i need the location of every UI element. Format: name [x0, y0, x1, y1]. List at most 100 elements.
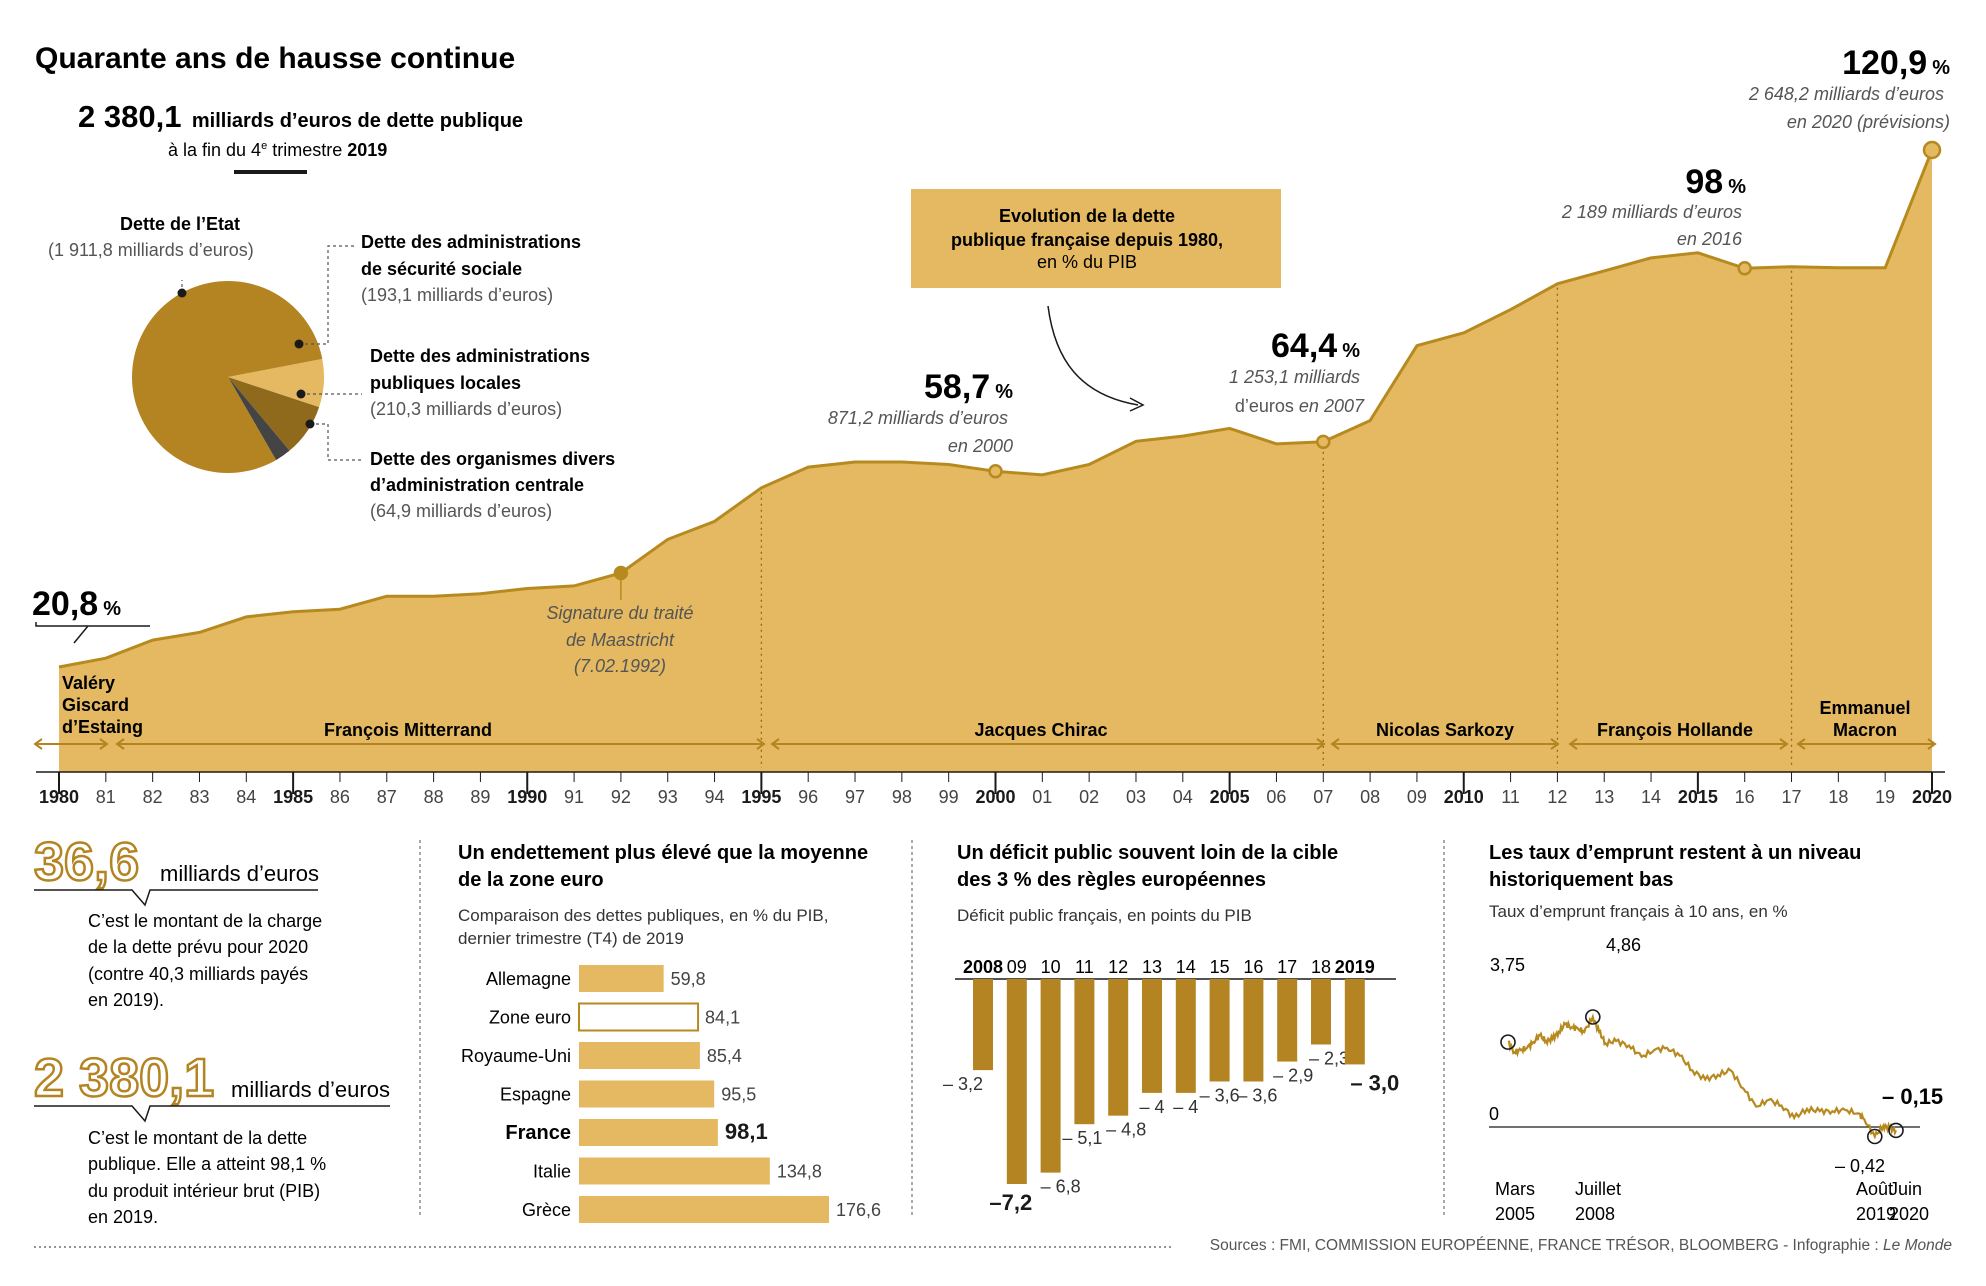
x-tick-label: 82	[143, 787, 163, 807]
fact-debt: 2 380,1 milliards d’euros C’est le monta…	[33, 1047, 390, 1227]
rates-start-marker	[1500, 1034, 1516, 1050]
svg-text:Evolution de la dette: Evolution de la dette	[999, 206, 1175, 226]
pie-slice-state	[132, 281, 323, 474]
svg-text:C’est le montant de la charge: C’est le montant de la charge	[88, 911, 322, 931]
bar-category-label: Royaume-Uni	[461, 1046, 571, 1066]
deficit-year-label: 2019	[1335, 957, 1375, 977]
total-debt-text: milliards d’euros de dette publique	[192, 110, 523, 132]
deficit-bar	[1040, 979, 1061, 1173]
rates-line	[1507, 1013, 1897, 1140]
deficit-value-label: – 3,0	[1350, 1070, 1399, 1095]
x-tick-label: 83	[189, 787, 209, 807]
deficit-year-label: 16	[1243, 957, 1263, 977]
pie-slice-local	[228, 377, 320, 451]
area-chart-title: Evolution de la dette publique française…	[951, 206, 1223, 272]
bar-allemagne	[579, 965, 664, 992]
x-tick-label: 2015	[1678, 787, 1718, 807]
deficit-year-label: 17	[1277, 957, 1297, 977]
debt-area-chart: 1980 81 82 83 84 1985 86 87 88 89 1990 91 92 93 94 1995…	[36, 140, 1952, 807]
svg-text:Dette des administrations: Dette des administrations	[361, 232, 581, 252]
x-tick-label: 01	[1032, 787, 1052, 807]
svg-text:publique. Elle a atteint 98,1: publique. Elle a atteint 98,1 %	[88, 1154, 326, 1174]
rates-x-label: 2020	[1889, 1204, 1929, 1224]
bar-value-label: 134,8	[777, 1162, 822, 1182]
president-chirac: Jacques Chirac	[974, 720, 1107, 740]
annotation-maastricht: Signature du traité de Maastricht (7.02.…	[546, 603, 693, 676]
rates-x-label: 2005	[1495, 1204, 1535, 1224]
svg-text:58,7%: 58,7%	[924, 368, 1013, 406]
rates-low-label: – 0,42	[1835, 1156, 1885, 1176]
x-tick-label: 97	[845, 787, 865, 807]
annotation-2007: 64,4% 1 253,1 milliards d’euros en 2007	[1229, 327, 1365, 416]
bar-zone-euro	[578, 1002, 700, 1032]
deficit-value-label: – 4	[1139, 1097, 1164, 1117]
x-tick-label: 91	[564, 787, 584, 807]
svg-text:871,2 milliards d’euros: 871,2 milliards d’euros	[828, 408, 1008, 428]
debt-area	[59, 150, 1932, 772]
deficit-value-label: –7,2	[989, 1190, 1032, 1215]
deficit-value-label: – 5,1	[1062, 1128, 1102, 1148]
title-arrow-head	[1129, 397, 1145, 412]
rates-end-label: – 0,15	[1882, 1084, 1943, 1109]
x-tick-label: 07	[1313, 787, 1333, 807]
x-tick-label: 2020	[1912, 787, 1952, 807]
svg-text:publique française depuis 1980: publique française depuis 1980,	[951, 230, 1223, 250]
bar-value-label: 98,1	[725, 1119, 768, 1144]
svg-text:de Maastricht: de Maastricht	[566, 630, 675, 650]
x-tick-label: 19	[1875, 787, 1895, 807]
pie-label-other: Dette des organismes divers d’administra…	[370, 449, 615, 521]
deficit-year-label: 18	[1311, 957, 1331, 977]
svg-text:Les taux d’emprunt restent à u: Les taux d’emprunt restent à un niveau	[1489, 842, 1861, 864]
annotation-1980: 20,8%	[32, 585, 150, 644]
x-tick-label: 2000	[975, 787, 1015, 807]
deficit-value-label: – 4	[1173, 1097, 1198, 1117]
rates-low-marker	[1866, 1128, 1883, 1145]
deficit-panel-header: Un déficit public souvent loin de la cib…	[957, 842, 1338, 925]
deficit-year-label: 2008	[963, 957, 1003, 977]
x-tick-label: 2005	[1210, 787, 1250, 807]
bar-gr-ce	[579, 1196, 829, 1223]
rates-x-label: 2008	[1575, 1204, 1615, 1224]
total-debt-value: 2 380,1	[78, 99, 181, 134]
svg-text:20,8%: 20,8%	[32, 585, 121, 623]
bar-france	[579, 1119, 718, 1146]
svg-text:1 253,1 milliards: 1 253,1 milliards	[1229, 367, 1360, 387]
rates-start-label: 3,75	[1490, 955, 1525, 975]
x-tick-label: 09	[1407, 787, 1427, 807]
svg-text:Un déficit public souvent loin: Un déficit public souvent loin de la cib…	[957, 842, 1338, 864]
deficit-bar	[1243, 979, 1264, 1082]
svg-text:milliards d’euros: milliards d’euros	[160, 861, 319, 886]
x-tick-label: 16	[1735, 787, 1755, 807]
deficit-year-label: 10	[1041, 957, 1061, 977]
svg-text:Un endettement plus élevé que: Un endettement plus élevé que la moyenne	[458, 842, 868, 864]
data-point-2000	[988, 464, 1003, 479]
deficit-bar	[1074, 979, 1095, 1125]
svg-text:milliards d’euros: milliards d’euros	[231, 1077, 390, 1102]
x-tick-label: 89	[470, 787, 490, 807]
deficit-bar	[1277, 979, 1298, 1062]
deficit-year-label: 11	[1075, 957, 1094, 977]
bar-value-label: 95,5	[721, 1085, 756, 1105]
rates-peak-label: 4,86	[1606, 935, 1641, 955]
total-debt-subtitle: à la fin du 4e trimestre 2019	[168, 140, 387, 160]
x-tick-label: 02	[1079, 787, 1099, 807]
svg-text:Signature du traité: Signature du traité	[546, 603, 693, 623]
x-tick-label: 18	[1828, 787, 1848, 807]
svg-text:de la dette prévu pour 2020: de la dette prévu pour 2020	[88, 937, 308, 957]
rates-panel-header: Les taux d’emprunt restent à un niveau h…	[1489, 842, 1861, 921]
rates-x-label: Juillet	[1575, 1179, 1621, 1199]
deficit-bar	[1209, 979, 1230, 1082]
svg-text:(contre 40,3 milliards payés: (contre 40,3 milliards payés	[88, 964, 308, 984]
fact-charge: 36,6 milliards d’euros C’est le montant …	[33, 831, 322, 1010]
svg-text:du produit intérieur brut (PIB: du produit intérieur brut (PIB)	[88, 1181, 320, 1201]
pie-dots	[177, 288, 315, 429]
pie-slice-other	[228, 377, 290, 461]
svg-text:publiques locales: publiques locales	[370, 373, 521, 393]
svg-text:historiquement bas: historiquement bas	[1489, 869, 1673, 891]
presidents-row: Valéry Giscard d’Estaing François Mitter…	[62, 673, 1911, 740]
president-hollande: François Hollande	[1597, 720, 1753, 740]
president-giscard: Valéry	[62, 673, 115, 693]
bar-italie	[579, 1157, 770, 1185]
bar-espagne	[579, 1080, 715, 1108]
